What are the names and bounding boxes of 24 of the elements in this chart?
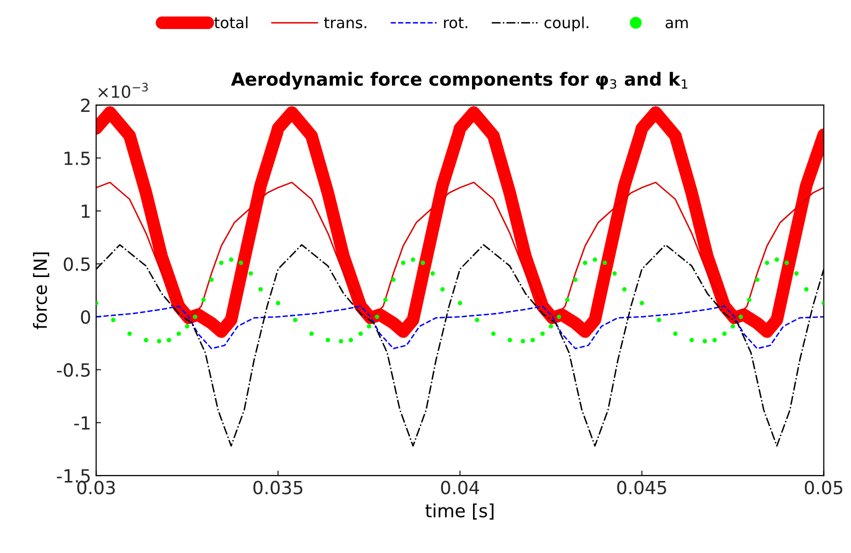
y-tick-label: 0.5 (64, 257, 90, 271)
y-tick-label: -1.5 (56, 469, 90, 483)
y-tick-label: -0.5 (56, 363, 90, 377)
x-tick-label: 0.04 (441, 480, 480, 494)
y-tick-label: 0 (81, 310, 90, 324)
legend-label: total (214, 16, 248, 28)
x-axis-title: time [s] (425, 503, 494, 520)
x-tick-label: 0.045 (617, 480, 666, 494)
text: ×10$^{−3}$ (98, 82, 148, 98)
legend-label: am (666, 20, 688, 28)
y-tick-label: 1.5 (64, 152, 90, 166)
x-tick-label: 0.05 (804, 480, 842, 494)
x-tick-label: 0.035 (253, 480, 302, 494)
legend-label: trans. (324, 17, 366, 28)
y-tick-label: -1 (74, 416, 90, 430)
y-tick-label: 2 (81, 98, 90, 112)
x-tick-label: 0.03 (77, 480, 115, 494)
y-axis-title: force [N] (33, 252, 50, 330)
y-tick-label: 1 (82, 204, 90, 218)
line-series (96, 182, 824, 318)
legend-label: rot. (444, 17, 468, 28)
legend-label: coupl. (544, 16, 588, 32)
chart-title: Aerodynamic force components for φ$_{3}$ and k$_{1}$ (231, 72, 688, 90)
line-series (96, 306, 824, 350)
